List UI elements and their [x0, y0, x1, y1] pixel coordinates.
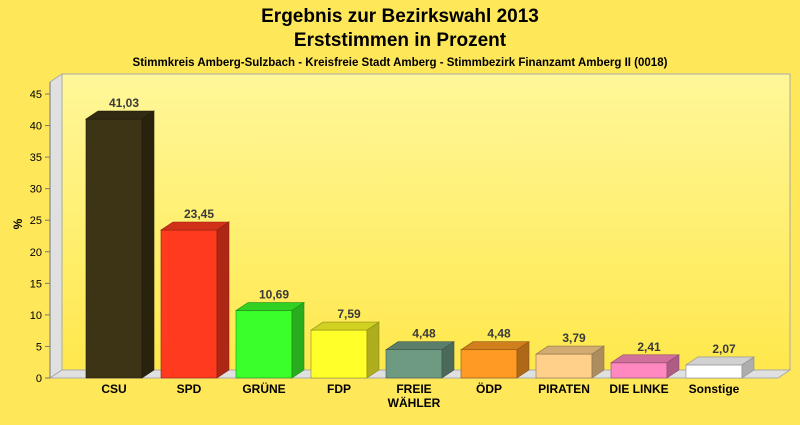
x-tick-label: CSU	[101, 382, 126, 396]
bar-8: 2,41	[610, 340, 680, 379]
bar-side	[741, 356, 755, 379]
bar-value-label: 3,79	[562, 331, 586, 345]
y-tick-label: 40	[30, 121, 42, 133]
y-tick-label: 0	[36, 373, 42, 385]
bar-value-label: 10,69	[259, 288, 289, 302]
y-tick-label: 15	[30, 278, 42, 290]
bar-3: 10,69	[235, 288, 305, 379]
bar-9: 2,07	[685, 342, 755, 379]
bar-1: 41,03	[85, 96, 155, 379]
bar-5: 4,48	[385, 327, 455, 379]
x-tick-label: FREIE	[396, 382, 431, 396]
chart-title: Ergebnis zur Bezirkswahl 2013	[261, 6, 539, 27]
bars: 41,03 23,45 10,69 7,59 4,48 4,48 3,79 2,41 2,07	[85, 96, 755, 379]
x-tick-label: Sonstige	[689, 382, 740, 396]
y-axis: 0 5 10 15 20 25 30 35 40 45	[30, 82, 51, 385]
y-tick-label: 25	[30, 215, 42, 227]
y-tick-label: 35	[30, 152, 42, 164]
bar-value-label: 2,07	[712, 342, 736, 356]
y-tick-label: 5	[36, 341, 42, 353]
bar-value-label: 23,45	[184, 207, 214, 221]
bar-front	[85, 118, 143, 379]
bar-front	[535, 353, 593, 379]
x-tick-label: SPD	[177, 382, 202, 396]
bar-side	[591, 345, 605, 379]
x-tick-label: WÄHLER	[388, 395, 441, 410]
y-tick-label: 45	[30, 89, 42, 101]
bar-front	[460, 349, 518, 379]
x-tick-label: ÖDP	[476, 381, 502, 396]
bar-side	[291, 301, 305, 379]
bar-value-label: 2,41	[637, 340, 661, 354]
bar-7: 3,79	[535, 331, 605, 379]
bar-front	[385, 349, 443, 379]
chart-title-line2: Erststimmen in Prozent	[294, 30, 507, 51]
bar-front	[235, 310, 293, 379]
x-tick-label: GRÜNE	[242, 381, 285, 396]
bar-front	[310, 329, 368, 379]
x-tick-label: FDP	[327, 382, 351, 396]
bar-front	[685, 364, 743, 379]
x-tick-label: PIRATEN	[538, 382, 590, 396]
bar-value-label: 7,59	[337, 307, 361, 321]
bar-4: 7,59	[310, 307, 380, 379]
bar-side	[666, 354, 680, 379]
y-axis-label: %	[11, 218, 25, 229]
bar-front	[160, 229, 218, 379]
bar-2: 23,45	[160, 207, 230, 379]
y-tick-label: 10	[30, 310, 42, 322]
bar-side	[441, 341, 455, 379]
bar-side	[141, 110, 155, 379]
bar-side	[516, 341, 530, 379]
plot-left-wall	[49, 73, 63, 379]
y-tick-label: 20	[30, 247, 42, 259]
bar-6: 4,48	[460, 327, 530, 379]
y-tick-label: 30	[30, 184, 42, 196]
bar-value-label: 41,03	[109, 96, 139, 110]
bar-value-label: 4,48	[487, 327, 511, 341]
bar-side	[366, 321, 380, 379]
chart-subtitle: Stimmkreis Amberg-Sulzbach - Kreisfreie …	[133, 57, 668, 69]
bar-side	[216, 221, 230, 379]
bar-front	[610, 362, 668, 379]
x-tick-label: DIE LINKE	[609, 382, 668, 396]
bar-value-label: 4,48	[412, 327, 436, 341]
